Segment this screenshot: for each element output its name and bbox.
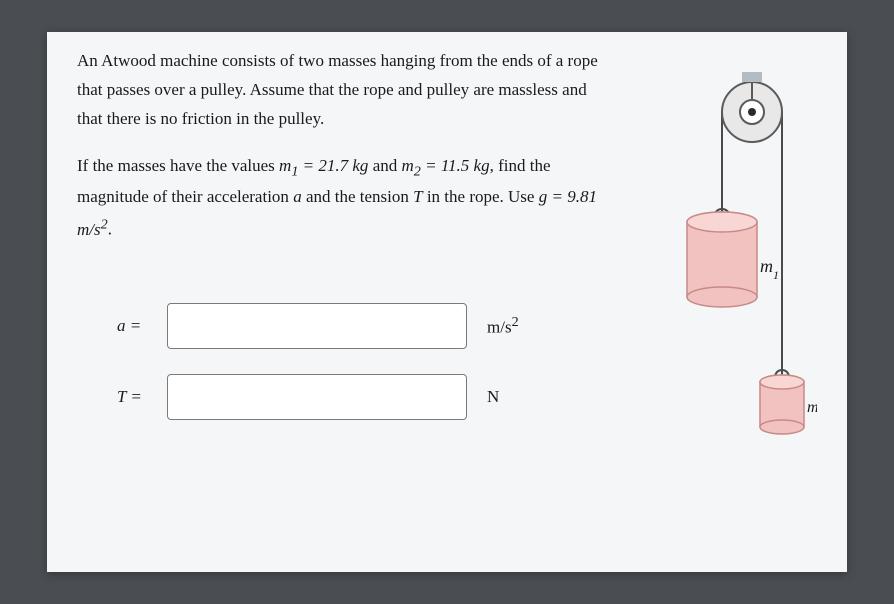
m1-bottom bbox=[687, 287, 757, 307]
t-var: T bbox=[413, 187, 422, 206]
m2-top-face bbox=[760, 375, 804, 389]
m2-eq: m2 = 11.5 kg bbox=[401, 156, 489, 175]
p2-and: and bbox=[368, 156, 401, 175]
m1-top-face bbox=[687, 212, 757, 232]
m2-bottom bbox=[760, 420, 804, 434]
text-area: An Atwood machine consists of two masses… bbox=[77, 47, 607, 420]
answer-row-a: a = m/s2 bbox=[117, 303, 607, 349]
period: . bbox=[108, 220, 112, 239]
a-input[interactable] bbox=[167, 303, 467, 349]
intro-paragraph-1: An Atwood machine consists of two masses… bbox=[77, 47, 607, 134]
answer-row-t: T = N bbox=[117, 374, 607, 420]
t-label: T = bbox=[117, 387, 167, 407]
p2-end: in the rope. Use bbox=[423, 187, 539, 206]
m2-label: m2 bbox=[807, 399, 817, 421]
pulley-axis bbox=[748, 108, 756, 116]
m1-label: m1 bbox=[760, 256, 779, 282]
m1-body bbox=[687, 222, 757, 297]
p2-pre: If the masses have the values bbox=[77, 156, 279, 175]
t-input[interactable] bbox=[167, 374, 467, 420]
t-unit: N bbox=[487, 387, 499, 407]
a-unit: m/s2 bbox=[487, 314, 519, 338]
m1-eq: m1 = 21.7 kg bbox=[279, 156, 368, 175]
a-var: a bbox=[293, 187, 302, 206]
bracket bbox=[742, 72, 762, 82]
atwood-diagram: m1 m2 bbox=[657, 72, 817, 492]
a-label: a = bbox=[117, 316, 167, 336]
p2-mid2: and the tension bbox=[302, 187, 413, 206]
problem-page: An Atwood machine consists of two masses… bbox=[47, 32, 847, 572]
intro-paragraph-2: If the masses have the values m1 = 21.7 … bbox=[77, 152, 607, 245]
